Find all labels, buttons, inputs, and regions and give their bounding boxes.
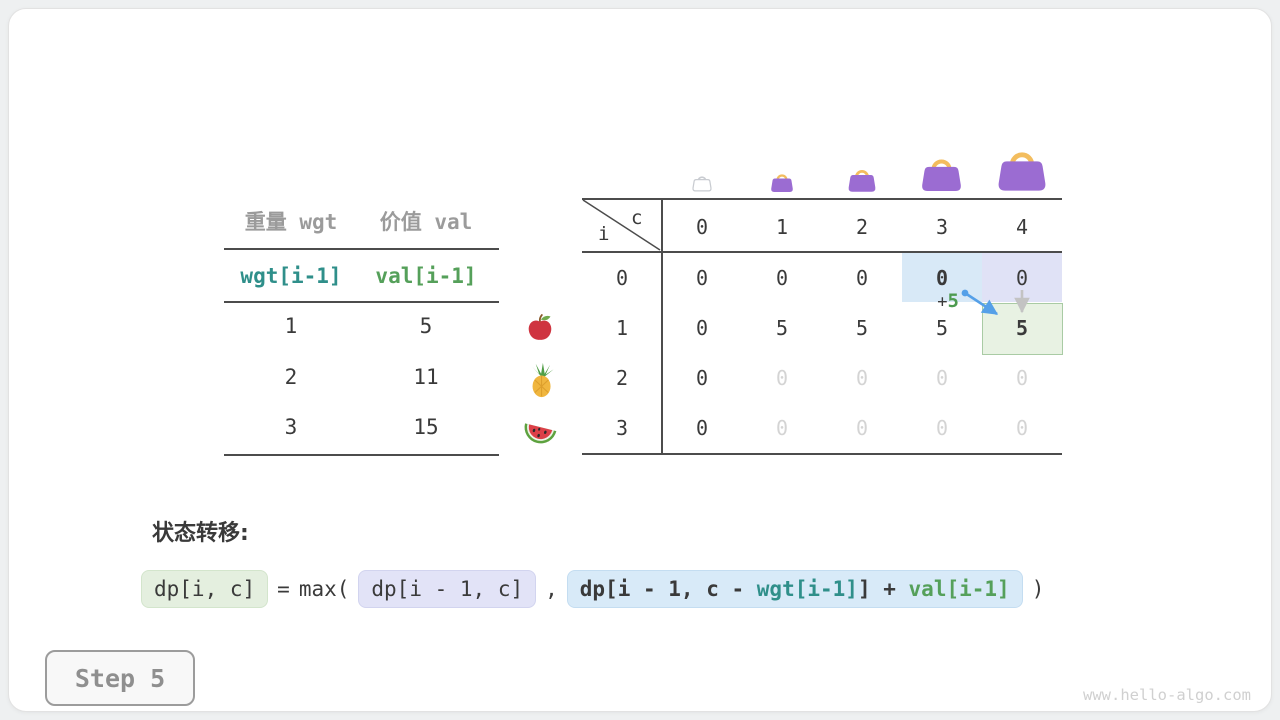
transition-label: 状态转移: <box>152 521 249 546</box>
formula-lhs-box: dp[i, c] <box>141 570 269 608</box>
formula-comma: , <box>545 577 558 601</box>
dp-cell-0-1: 0 <box>775 266 789 290</box>
dp-col-header-1: 1 <box>775 215 789 239</box>
dp-col-header-2: 2 <box>855 215 869 239</box>
formula-arg2-box: dp[i - 1, c - wgt[i-1]] + val[i-1] <box>566 570 1023 608</box>
formula-equals: = <box>277 577 290 601</box>
step-label: Step 5 <box>74 663 166 693</box>
items-wgt-index-label: wgt[i-1] <box>240 264 342 288</box>
watermelon-icon <box>524 423 557 444</box>
dp-cell-2-4: 0 <box>1015 366 1029 390</box>
bag-icon-ghost <box>692 176 712 192</box>
formula-arg2-val: val[i-1] <box>908 577 1010 601</box>
dp-corner-col-label: c <box>631 207 643 229</box>
formula-arg2-wgt: wgt[i-1] <box>756 577 858 601</box>
formula-arg1-box: dp[i - 1, c] <box>358 570 537 608</box>
item-3-weight: 3 <box>284 415 298 439</box>
transition-formula: dp[i, c] = max( dp[i - 1, c] , dp[i - 1,… <box>141 568 1044 610</box>
dp-rule-vertical <box>661 198 663 455</box>
formula-arg2-head: dp[i - 1, c - <box>579 577 757 601</box>
dp-cell-3-2: 0 <box>855 416 869 440</box>
formula-max-open: max( <box>298 577 350 601</box>
annotation-value: 5 <box>947 290 959 312</box>
annotation-plus: + <box>937 292 948 312</box>
dp-cell-1-1: 5 <box>775 316 789 340</box>
dp-corner-diagonal <box>582 199 661 251</box>
dp-col-header-3: 3 <box>935 215 949 239</box>
dp-cell-3-1: 0 <box>775 416 789 440</box>
item-2-weight: 2 <box>284 365 298 389</box>
item-3-value: 15 <box>413 415 439 439</box>
dp-cell-0-3: 0 <box>935 266 949 290</box>
dp-cell-1-2: 5 <box>855 316 869 340</box>
dp-cell-0-2: 0 <box>855 266 869 290</box>
items-table-rule-bottom <box>224 454 499 456</box>
dp-cell-3-0: 0 <box>695 416 709 440</box>
step-badge: Step 5 <box>45 650 195 706</box>
formula-arg2-plus: + <box>870 577 909 601</box>
dp-cell-2-1: 0 <box>775 366 789 390</box>
dp-cell-1-4: 5 <box>1015 316 1029 340</box>
dp-cell-2-0: 0 <box>695 366 709 390</box>
dp-rule-bottom <box>582 453 1062 455</box>
formula-close-paren: ) <box>1031 577 1045 601</box>
apple-icon <box>528 314 552 340</box>
slide-card: 重量 wgt 价值 val wgt[i-1] val[i-1] 1 5 2 11… <box>8 8 1272 712</box>
items-weight-header: 重量 wgt <box>244 210 338 234</box>
item-2-value: 11 <box>413 365 439 389</box>
bag-icon-2 <box>848 170 876 192</box>
dp-row-header-3: 3 <box>615 416 629 440</box>
dp-rule-header <box>582 251 1062 253</box>
dp-row-header-2: 2 <box>615 366 629 390</box>
dp-rule-top <box>582 198 1062 200</box>
dp-col-header-0: 0 <box>695 215 709 239</box>
transition-annotation: +5 <box>917 290 959 312</box>
item-1-weight: 1 <box>284 314 298 338</box>
bag-icon-3 <box>922 159 961 192</box>
dp-row-header-1: 1 <box>615 316 629 340</box>
items-val-index-label: val[i-1] <box>375 264 477 288</box>
bag-icon-4 <box>998 152 1046 191</box>
dp-cell-0-0: 0 <box>695 266 709 290</box>
dp-col-header-4: 4 <box>1015 215 1029 239</box>
dp-corner-row-label: i <box>598 223 610 245</box>
dp-cell-3-3: 0 <box>935 416 949 440</box>
dp-cell-3-4: 0 <box>1015 416 1029 440</box>
dp-row-header-0: 0 <box>615 266 629 290</box>
pineapple-icon <box>532 362 554 398</box>
items-table-rule-mid <box>224 301 499 303</box>
formula-arg2-bracket: ] <box>857 577 871 601</box>
item-1-value: 5 <box>419 314 433 338</box>
dp-cell-2-3: 0 <box>935 366 949 390</box>
dp-cell-0-4: 0 <box>1015 266 1029 290</box>
items-value-header: 价值 val <box>379 210 473 234</box>
dp-cell-1-0: 0 <box>695 316 709 340</box>
dp-cell-2-2: 0 <box>855 366 869 390</box>
bag-icon-1 <box>771 174 793 192</box>
watermark: www.hello-algo.com <box>1083 686 1251 704</box>
items-table-rule-top <box>224 248 499 250</box>
dp-cell-1-3: 5 <box>935 316 949 340</box>
